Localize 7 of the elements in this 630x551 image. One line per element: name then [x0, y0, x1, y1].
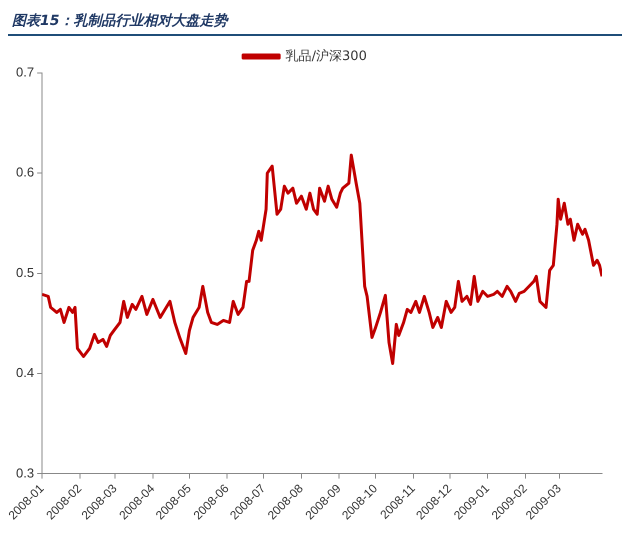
- chart-title: 图表15：乳制品行业相对大盘走势: [8, 8, 622, 36]
- y-tick-label: 0.4: [16, 365, 34, 380]
- y-tick-label: 0.5: [16, 264, 34, 280]
- y-tick-label: 0.3: [16, 465, 34, 480]
- y-tick-label: 0.6: [16, 164, 34, 180]
- y-tick-label: 0.7: [16, 64, 34, 80]
- legend-label: 乳品/沪深300: [286, 48, 367, 64]
